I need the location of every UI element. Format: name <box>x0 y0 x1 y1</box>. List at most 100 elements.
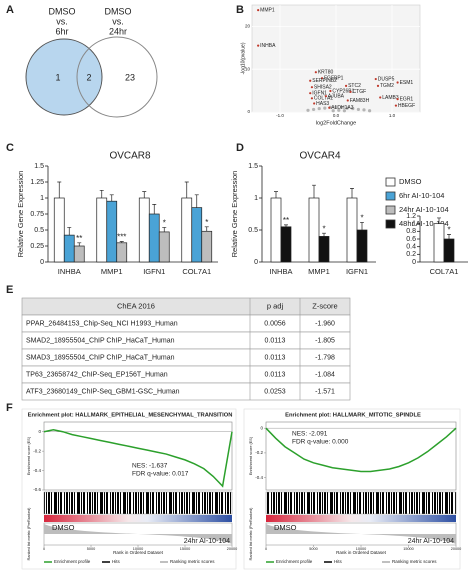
bar <box>106 200 118 263</box>
panel-label: E <box>6 284 13 296</box>
error-bar <box>142 191 147 198</box>
venn-label: vs. <box>56 16 68 26</box>
annotation: FDR q-value: 0.000 <box>292 439 349 446</box>
error-bar <box>447 234 451 239</box>
error-bar <box>77 242 82 246</box>
significance: *** <box>117 233 126 242</box>
table-cell: -1.798 <box>315 354 335 361</box>
x-tick-label: 0 <box>265 547 267 551</box>
y-tick-label: 0.2 <box>406 251 416 258</box>
x-tick-label: -1.0 <box>276 113 284 118</box>
point <box>349 90 352 93</box>
error-bar <box>99 189 104 198</box>
bar <box>158 231 170 263</box>
x-tick-label: INHBA <box>58 267 81 276</box>
bar <box>443 238 455 263</box>
chart-title: OVCAR4 <box>299 151 341 162</box>
plot-title: Enrichment plot: HALLMARK_MITOTIC_SPINDL… <box>285 413 421 419</box>
x-axis-label: Rank in Ordered Dataset <box>336 550 387 555</box>
table-header-bg <box>21 297 351 316</box>
error-bar <box>152 204 157 214</box>
point-label: KRT80 <box>318 70 334 76</box>
bar <box>191 207 203 263</box>
panel-label: A <box>6 4 14 16</box>
x-tick-label: INHBA <box>270 267 293 276</box>
point-label: COL7A1 <box>314 96 333 102</box>
error-bar <box>350 188 354 198</box>
point <box>351 106 355 111</box>
error-bar <box>57 181 62 198</box>
point <box>379 96 382 99</box>
bar <box>148 213 160 263</box>
point <box>323 106 327 110</box>
y-tick-label: 0 <box>38 429 41 434</box>
x-tick-label: 5000 <box>309 547 317 551</box>
annotation: FDR q-value: 0.017 <box>132 471 189 478</box>
x-tick-label: 5000 <box>87 547 95 551</box>
venn-count: 2 <box>86 72 91 82</box>
es-curve <box>265 427 457 473</box>
point <box>310 86 314 89</box>
legend-label: Ranking metric scores <box>392 559 437 564</box>
y-tick-label: -0.4 <box>33 468 41 473</box>
y-axis-label: Relative Gene Expression <box>230 171 239 258</box>
bar <box>201 230 213 263</box>
table-cell: -1.084 <box>315 371 335 378</box>
y-tick-label: 0.5 <box>248 227 258 234</box>
point <box>362 108 366 112</box>
y-tick-label: 0.6 <box>406 236 416 243</box>
y-axis-label: Enrichment score (ES) <box>249 436 253 475</box>
venn-label: 6hr <box>55 26 68 36</box>
y-tick-label: -0.2 <box>33 448 41 453</box>
x-tick-label: 0.0 <box>333 113 340 118</box>
point-label: HBEGF <box>398 103 415 109</box>
error-bar <box>204 226 209 232</box>
venn-circle <box>25 38 103 116</box>
point <box>356 107 360 112</box>
legend-label: 48hr AI-10-104 <box>399 219 449 228</box>
x-tick-label: 20000 <box>451 547 462 551</box>
point <box>309 92 312 95</box>
error-bar <box>360 221 364 230</box>
panel-label: B <box>236 4 244 16</box>
legend-label: Ranking metric scores <box>170 559 215 564</box>
y-tick-label: 1.5 <box>34 163 44 170</box>
point-label: INHBA <box>260 43 276 49</box>
point <box>346 99 349 102</box>
hits <box>43 491 233 515</box>
low-label: DMSO <box>52 523 75 532</box>
high-label: 24hr AI-10-104 <box>184 538 230 545</box>
plot-frame <box>243 408 461 570</box>
y-tick-label: 1 <box>40 195 44 202</box>
point <box>376 84 380 87</box>
table-cell: 0.0056 <box>264 320 286 327</box>
legend-label: Enrichment profile <box>276 559 313 564</box>
point-label: SHISA2 <box>314 85 332 91</box>
bar <box>318 236 330 263</box>
y-tick-label: 10 <box>245 66 251 71</box>
error-bar <box>67 227 72 236</box>
point-label: HAS3 <box>316 101 329 107</box>
panel-label: D <box>236 142 244 154</box>
venn-label: 24hr <box>109 26 127 36</box>
y-tick-label: 0.5 <box>34 227 44 234</box>
error-bar <box>284 224 288 227</box>
error-bar <box>322 232 326 237</box>
bar <box>96 197 108 263</box>
point <box>334 105 338 109</box>
error-bar <box>437 217 441 224</box>
point-label: TGM2 <box>380 83 394 89</box>
y-axis-label: -log10(pvalue) <box>240 42 246 74</box>
x-tick-label: 1.0 <box>389 113 396 118</box>
es-area <box>265 421 457 491</box>
point-label: IGFN1 <box>312 90 327 96</box>
y-tick-label: -0.6 <box>33 487 41 492</box>
x-tick-label: MMP1 <box>308 267 330 276</box>
y-tick-label: 1.5 <box>248 163 258 170</box>
point <box>324 95 328 98</box>
x-tick-label: 15000 <box>180 547 191 551</box>
rank-gradient <box>44 515 232 522</box>
legend-swatch <box>385 191 396 201</box>
y-axis-label: Ranked list metric (PreRanked) <box>249 507 253 560</box>
